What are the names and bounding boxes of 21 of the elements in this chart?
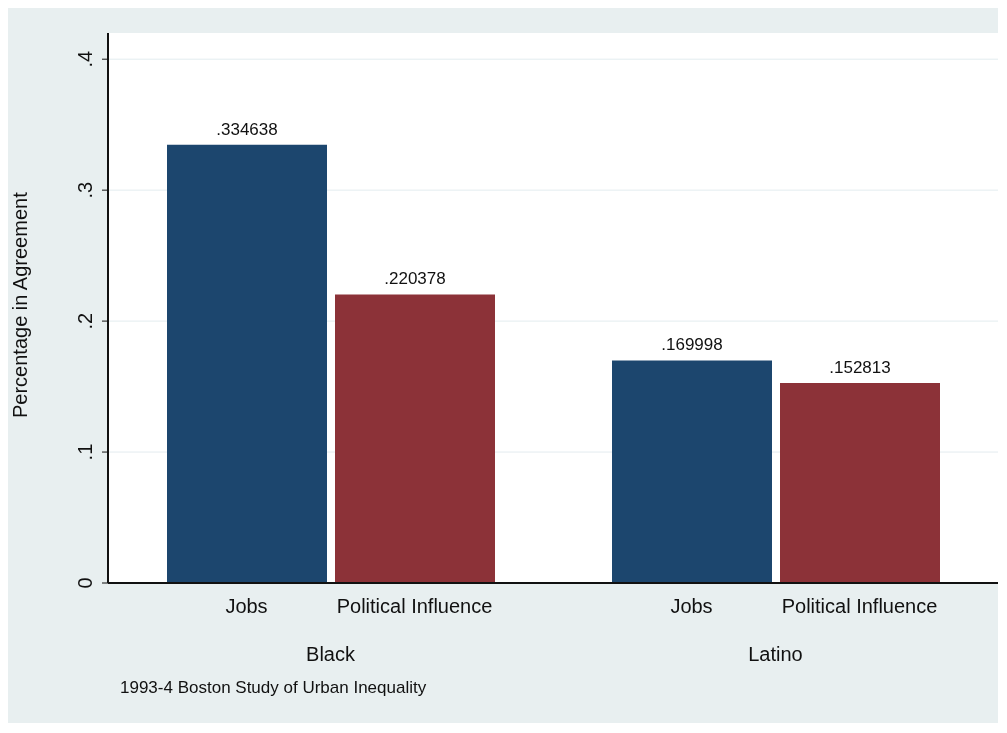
y-tick-label: 0 bbox=[74, 577, 96, 589]
text: 1993-4 Boston Study of Urban Inequality bbox=[120, 678, 427, 698]
text: Political Influence bbox=[781, 595, 938, 617]
text: Jobs bbox=[670, 595, 713, 617]
y-tick-label: .1 bbox=[74, 443, 96, 461]
y-tick-label: .3 bbox=[74, 181, 96, 199]
data-label: .152813 bbox=[829, 357, 891, 377]
x-tick-label: Black bbox=[306, 643, 356, 665]
bar bbox=[167, 144, 327, 583]
x-tick-label: Latino bbox=[748, 643, 803, 665]
bar bbox=[335, 294, 495, 583]
y-axis-title: Percentage in Agreement bbox=[9, 191, 32, 418]
series-label: Jobs bbox=[225, 595, 268, 617]
y-tick-label: .4 bbox=[74, 50, 96, 68]
data-label: .334638 bbox=[216, 119, 278, 139]
bar bbox=[780, 382, 940, 583]
data-label: .169998 bbox=[661, 335, 723, 355]
bar bbox=[612, 360, 772, 583]
series-label: Political Influence bbox=[336, 595, 493, 617]
data-label: .220378 bbox=[384, 269, 446, 289]
y-tick-label: .2 bbox=[74, 312, 96, 330]
